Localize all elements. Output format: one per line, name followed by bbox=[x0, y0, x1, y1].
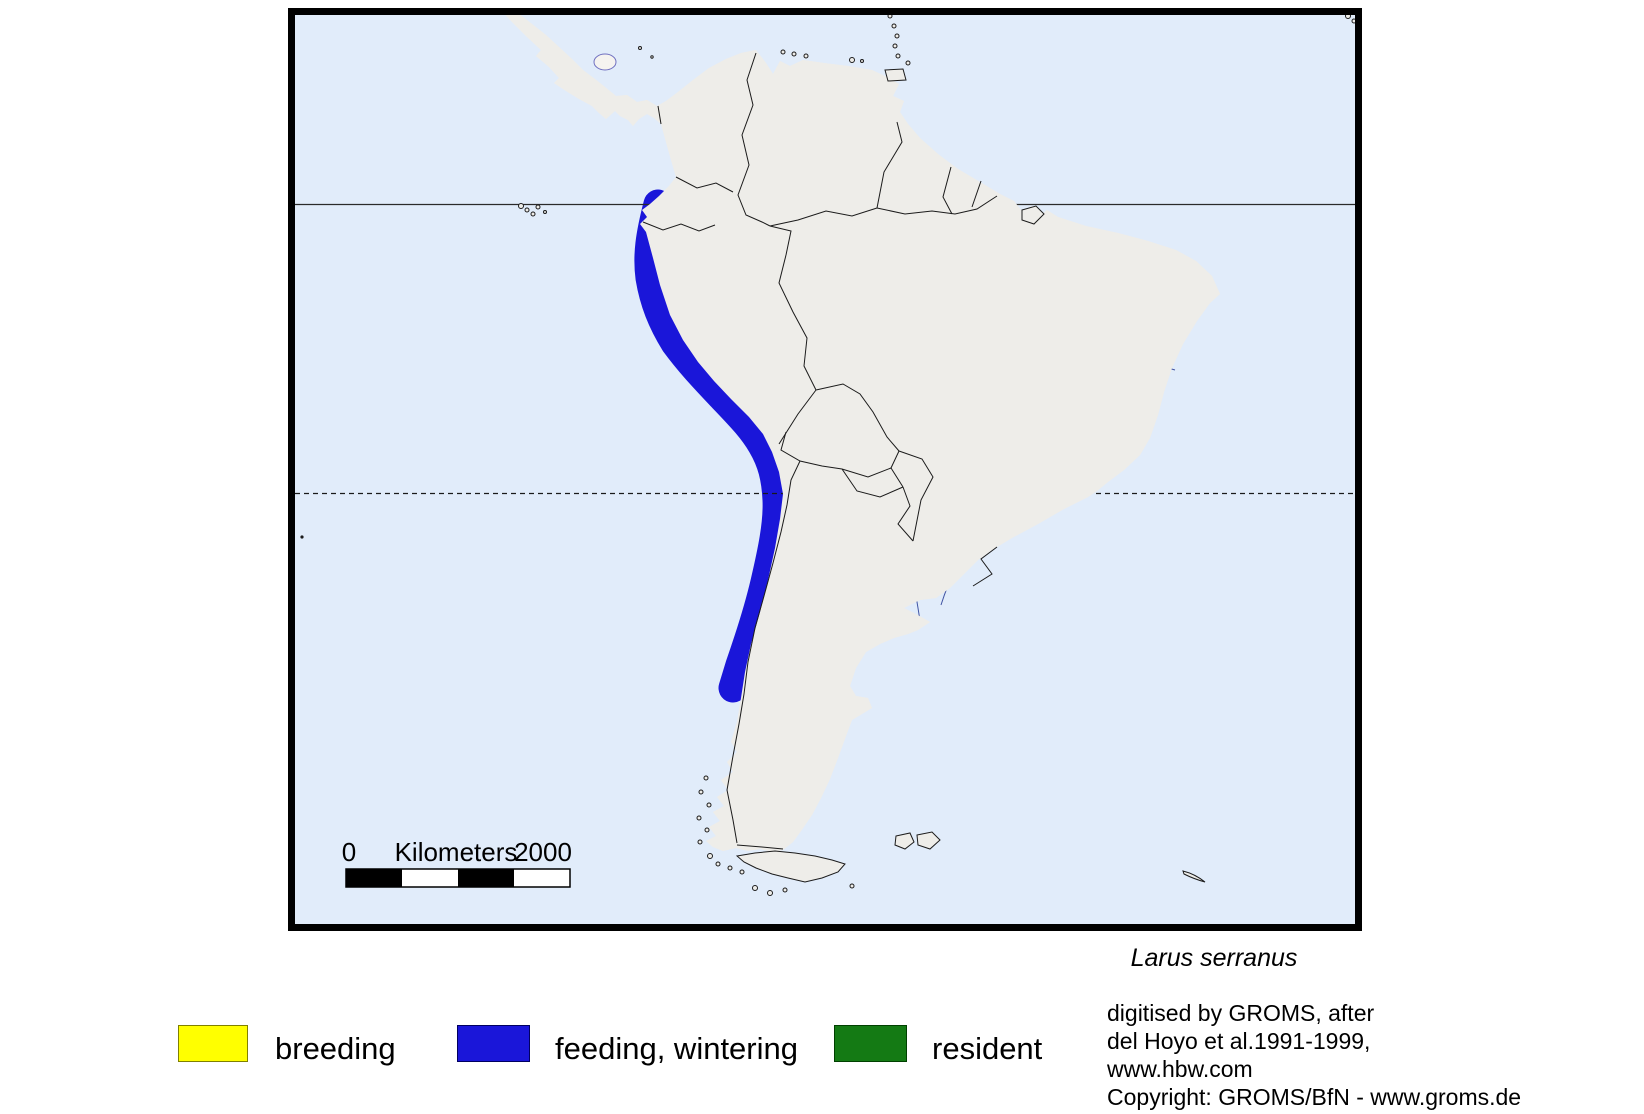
legend-label-resident: resident bbox=[932, 1031, 1043, 1066]
scale-unit-label: Kilometers bbox=[395, 837, 518, 867]
credits-line: del Hoyo et al.1991-1999, bbox=[1107, 1028, 1371, 1054]
breeding-swatch bbox=[178, 1025, 248, 1062]
species-title: Larus serranus bbox=[1130, 944, 1298, 972]
san-felix-island bbox=[300, 535, 304, 539]
credits-line: digitised by GROMS, after bbox=[1107, 1000, 1375, 1026]
chilean-fjord-islands bbox=[696, 775, 855, 896]
galapagos-islands bbox=[518, 203, 547, 217]
distribution-map: 0 Kilometers 2000 bbox=[295, 15, 1355, 924]
islands bbox=[300, 15, 1355, 896]
credits-block: digitised by GROMS, after del Hoyo et al… bbox=[1107, 999, 1521, 1111]
scale-end-label: 2000 bbox=[514, 837, 572, 867]
lake-nicaragua bbox=[593, 53, 617, 71]
country-borders bbox=[642, 52, 998, 881]
resident-swatch bbox=[834, 1025, 907, 1062]
scale-start-label: 0 bbox=[342, 837, 356, 867]
trinidad-island bbox=[884, 68, 907, 82]
falkland-islands bbox=[894, 832, 915, 850]
legend-label-feeding-wintering: feeding, wintering bbox=[555, 1031, 798, 1066]
marajo-island bbox=[1021, 205, 1045, 225]
feeding-wintering-range-band bbox=[634, 189, 792, 703]
falkland-islands bbox=[916, 831, 941, 850]
caribbean-islands bbox=[638, 15, 1355, 66]
scale-bar: 0 Kilometers 2000 bbox=[342, 837, 572, 888]
legend-label-breeding: breeding bbox=[275, 1031, 396, 1066]
feeding-wintering-swatch bbox=[457, 1025, 530, 1062]
credits-line: Copyright: GROMS/BfN - www.groms.de bbox=[1107, 1084, 1522, 1110]
south-georgia-island bbox=[1182, 870, 1206, 883]
tierra-del-fuego bbox=[735, 850, 846, 883]
map-frame: 0 Kilometers 2000 bbox=[288, 8, 1362, 931]
credits-line: www.hbw.com bbox=[1107, 1056, 1253, 1082]
